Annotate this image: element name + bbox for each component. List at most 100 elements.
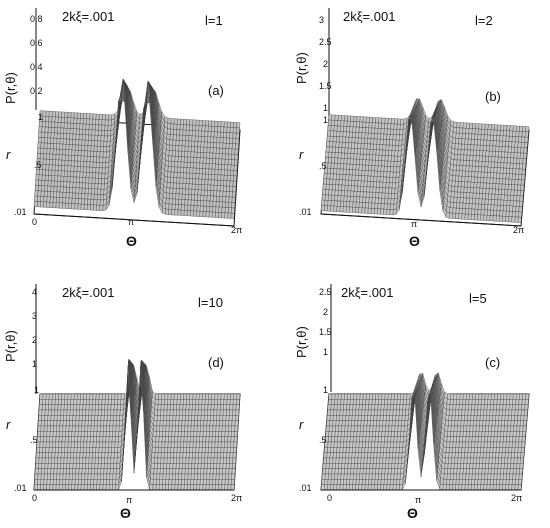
surface-cell [109,468,114,475]
surface-cell [71,436,75,443]
surface-cell [236,393,241,400]
surface-cell [180,431,185,437]
surface-cell [462,122,467,129]
surface-cell [358,202,363,208]
surface-cell [518,473,523,480]
surface-cell [216,409,221,416]
surface-cell [355,447,360,453]
surface-cell [213,142,217,149]
surface-cell [190,484,194,491]
surface-cell [190,479,195,485]
surface-cell [496,167,501,174]
surface-cell [465,404,469,411]
surface-cell [356,399,360,405]
surface-cell [220,126,225,133]
surface-cell [360,463,364,469]
surface-cell [164,393,169,400]
surface-cell [386,404,391,411]
surface-cell [326,420,331,427]
surface-cell [40,431,45,437]
surface-cell [197,200,201,207]
surface-cell [495,183,500,190]
surface-cell [151,457,155,464]
surface-cell [453,463,458,469]
surface-cell [192,399,197,405]
surface-cell [518,436,523,443]
surface-cell [471,436,476,443]
surface-cell [445,452,450,459]
surface-cell [212,473,217,480]
surface-cell [232,180,237,187]
surface-cell [359,399,364,405]
surface-cell [366,457,371,464]
surface-cell [179,409,183,416]
surface-cell [209,206,213,213]
surface-cell [184,145,189,152]
surface-cell [337,431,342,437]
surface-cell [107,457,112,464]
surface-cell [340,431,345,437]
surface-cell [232,457,237,464]
surface-cell [365,404,369,411]
surface-cell [392,447,397,453]
surface-cell [326,141,331,148]
surface-cell [194,146,198,153]
surface-cell [162,479,167,485]
surface-cell [96,204,101,211]
surface-cell [42,393,47,400]
surface-cell [397,463,402,469]
surface-cell [390,198,395,205]
surface-cell [214,174,219,181]
surface-cell [206,473,211,480]
surface-cell [507,184,512,191]
surface-cell [118,436,122,443]
surface-cell [327,404,332,411]
surface-cell [372,463,377,469]
surface-cell [218,473,223,480]
surface-cell [196,436,200,443]
surface-cell [90,431,95,437]
surface-cell [386,479,391,485]
surface-cell [227,121,231,128]
surface-cell [159,468,164,475]
surface-cell [377,447,381,453]
surface-cell [356,121,360,128]
surface-cell [180,436,185,443]
surface-cell [495,145,500,152]
surface-cell [59,473,64,480]
surface-cell [492,177,497,184]
surface-cell [334,436,339,443]
surface-cell [210,190,214,197]
surface-cell [202,484,207,491]
surface-cell [328,463,333,469]
surface-cell [173,118,178,125]
surface-cell [510,157,514,164]
surface-cell [337,152,342,159]
surface-cell [100,415,105,421]
surface-cell [50,137,55,144]
surface-cell [482,193,486,200]
surface-cell [338,457,343,464]
surface-cell [169,144,173,151]
surface-cell [195,178,199,185]
surface-cell [76,171,81,178]
surface-cell [457,463,461,469]
surface-cell [470,139,475,145]
surface-cell [221,164,225,171]
surface-cell [358,132,363,139]
surface-cell [175,415,180,421]
surface-cell [39,447,44,453]
surface-plot-d: 2kξ=.001 l=10 (d) P(r,θ) r Θ 4 3 2 1 1 .… [0,264,275,528]
surface-cell [182,177,187,184]
surface-cell [512,468,517,475]
surface-cell [362,468,367,475]
surface-cell [69,187,73,194]
surface-cell [37,137,42,143]
surface-cell [375,154,380,161]
surface-cell [331,436,335,443]
surface-cell [487,124,492,130]
surface-cell [477,404,482,411]
surface-cell [234,148,239,155]
surface-cell [182,135,187,141]
surface-cell [53,420,58,427]
